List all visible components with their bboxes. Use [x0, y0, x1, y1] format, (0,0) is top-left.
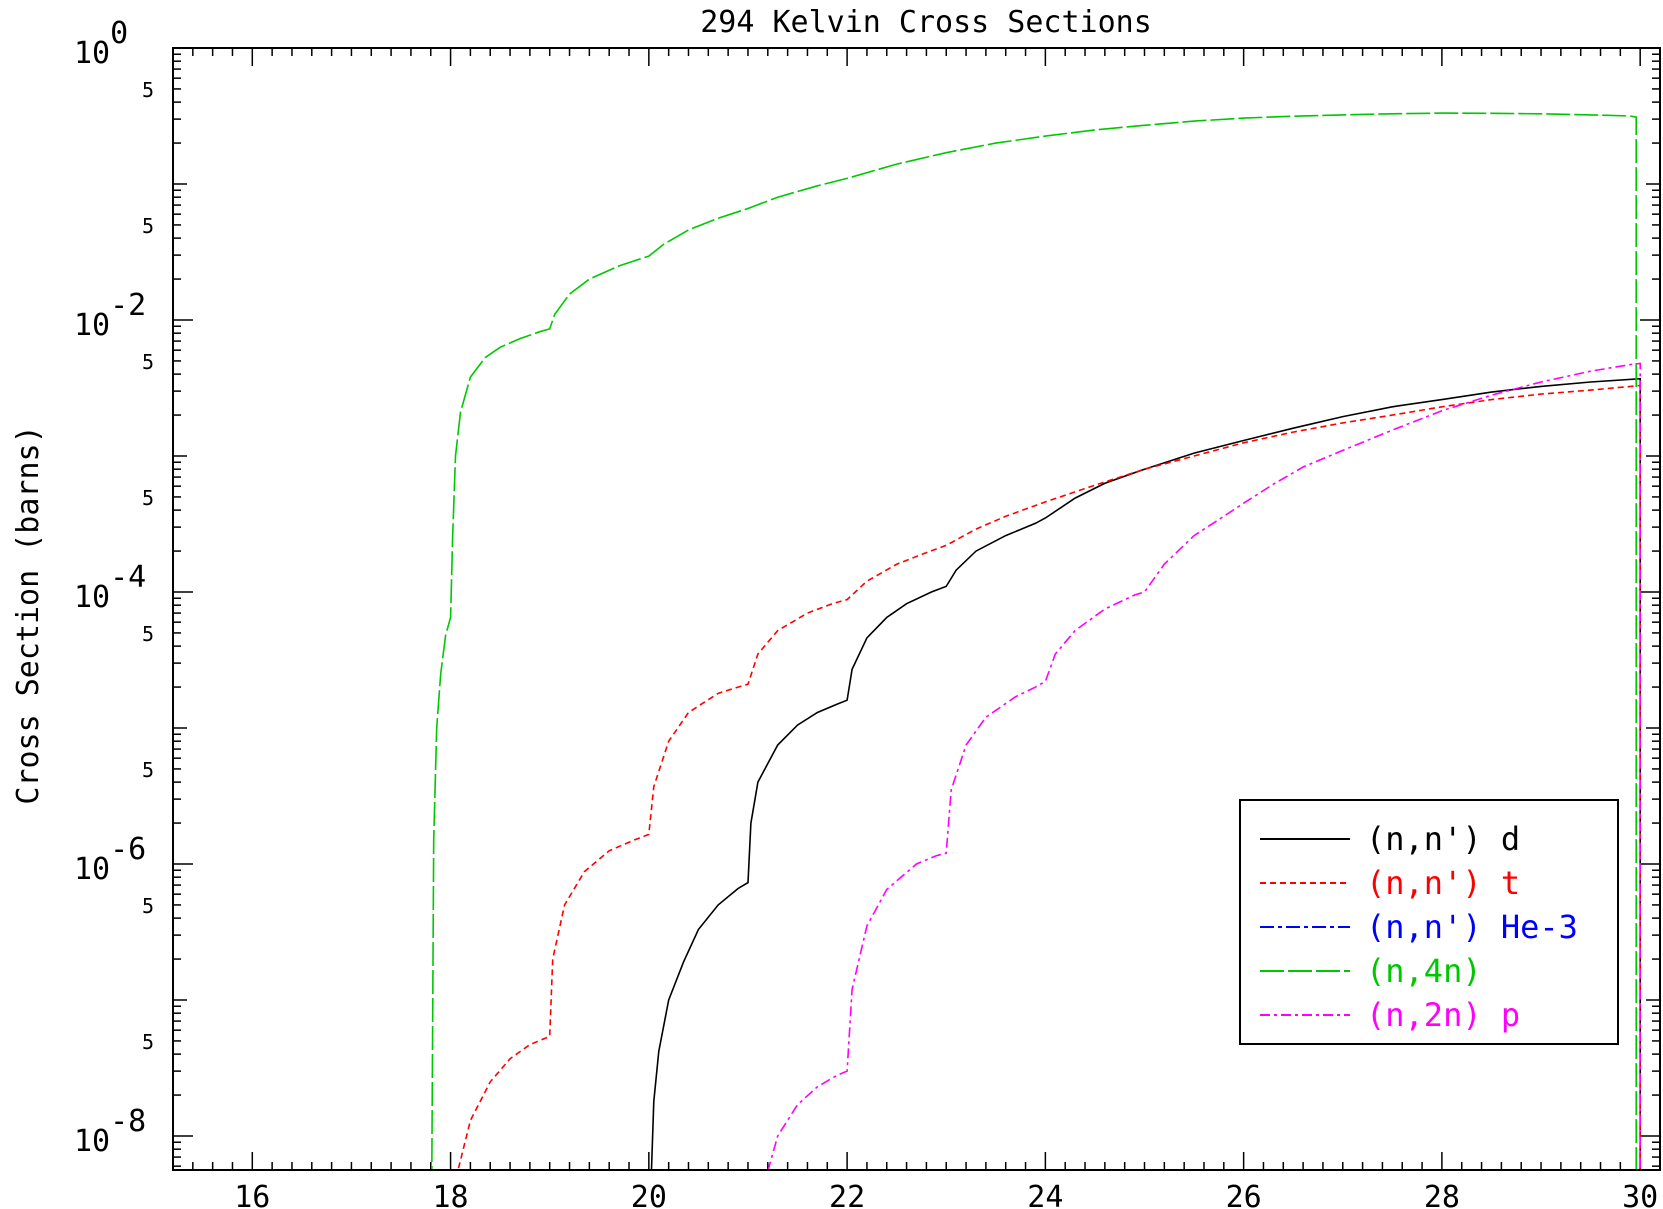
series-line	[767, 362, 1641, 1170]
x-tick-label: 22	[829, 1180, 865, 1209]
legend-box	[1239, 799, 1619, 1045]
series-line	[431, 112, 1637, 1170]
legend-label: (n,n') t	[1366, 864, 1520, 902]
y-minor-label: 5	[142, 622, 154, 646]
y-minor-label: 5	[142, 1030, 154, 1054]
x-tick-label: 26	[1226, 1180, 1262, 1209]
y-decade-exponent: -4	[110, 560, 146, 595]
series-line	[457, 384, 1641, 1170]
y-minor-label: 5	[142, 894, 154, 918]
legend-label: (n,2n) p	[1366, 996, 1520, 1034]
plot-frame	[172, 47, 1661, 1171]
y-axis-label: Cross Section (barns)	[11, 425, 46, 804]
y-minor-label: 5	[142, 214, 154, 238]
series-line	[650, 377, 1641, 1170]
legend-label: (n,4n)	[1366, 952, 1482, 990]
y-decade-exponent: -2	[110, 288, 146, 323]
x-tick-label: 18	[433, 1180, 469, 1209]
y-minor-label: 5	[142, 78, 154, 102]
x-tick-label: 16	[234, 1180, 270, 1209]
series-lines	[431, 112, 1641, 1170]
y-minor-label: 5	[142, 350, 154, 374]
legend-label: (n,n') He-3	[1366, 908, 1578, 946]
y-decade-exponent: -8	[110, 1104, 146, 1139]
axis-ticks	[172, 47, 1661, 1170]
x-tick-label: 20	[631, 1180, 667, 1209]
x-tick-label: 30	[1622, 1180, 1658, 1209]
chart-title: 294 Kelvin Cross Sections	[700, 5, 1152, 40]
x-tick-label: 28	[1424, 1180, 1460, 1209]
legend-label: (n,n') d	[1366, 820, 1520, 858]
y-decade-exponent: -6	[110, 832, 146, 867]
y-minor-label: 5	[142, 758, 154, 782]
x-tick-label: 24	[1027, 1180, 1063, 1209]
axis-tick-labels: 16 18 20 22 24 26 28 3010010-210-410-610-855555…	[74, 16, 1658, 1209]
y-minor-label: 5	[142, 486, 154, 510]
legend: (n,n') d (n,n') t (n,n') He-3 (n,4n) (n,2n) …	[1239, 799, 1619, 1045]
y-decade-exponent: 0	[110, 16, 128, 51]
